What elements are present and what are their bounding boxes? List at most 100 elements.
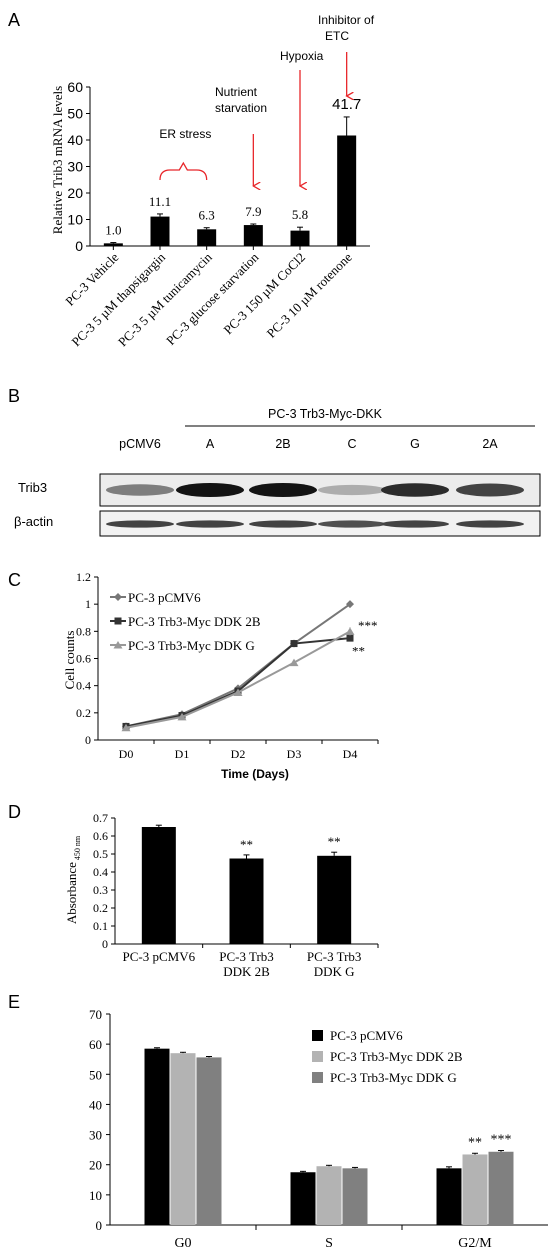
a-bar <box>150 216 170 246</box>
c-y-tick-label: 0.8 <box>76 624 91 638</box>
a-y-tick-label: 50 <box>67 106 83 122</box>
c-x-tick-label: D4 <box>343 747 358 761</box>
annotation-nutrient-starvation: Nutrient starvation <box>215 85 267 115</box>
e-y-tick-label: 20 <box>89 1158 102 1173</box>
d-bar <box>141 827 176 944</box>
c-data-point <box>346 634 354 642</box>
blot-lane-label: 2A <box>482 437 498 451</box>
annotation-etc-line: ETC <box>325 29 349 43</box>
e-y-tick-label: 0 <box>96 1218 103 1233</box>
a-data-label: 11.1 <box>149 194 171 209</box>
d-y-tick-label: 0 <box>102 937 108 951</box>
actin-band <box>318 520 386 528</box>
annotation-hypoxia: Hypoxia <box>280 49 324 63</box>
e-legend-label: PC-3 Trb3-Myc DDK G <box>330 1070 457 1085</box>
d-significance: ** <box>240 837 253 852</box>
panel-e-letter: E <box>8 992 20 1012</box>
d-y-tick-label: 0.1 <box>93 919 108 933</box>
c-legend-marker <box>113 641 123 649</box>
d-bar <box>317 855 352 944</box>
blot-lane-label: 2B <box>275 437 290 451</box>
e-bar <box>436 1168 462 1225</box>
panel-d-y-axis-label-unit: 450 nm <box>73 835 82 860</box>
panel-c-x-axis-label: Time (Days) <box>221 767 289 781</box>
e-y-tick-label: 70 <box>89 1007 102 1022</box>
a-y-tick-label: 40 <box>67 132 83 148</box>
a-category-label: PC-3 glucose starvation <box>163 249 262 348</box>
panel-c-y-axis-label: Cell counts <box>62 631 77 690</box>
blot-lane-labels: pCMV6 A 2B C G 2A <box>119 437 498 451</box>
e-legend-swatch <box>312 1051 323 1062</box>
blot-lane-label: G <box>410 437 420 451</box>
panel-d-letter: D <box>8 802 21 822</box>
d-y-tick-label: 0.4 <box>93 865 108 879</box>
actin-band <box>456 520 524 528</box>
actin-band <box>249 520 317 528</box>
blot-lane-label: pCMV6 <box>119 437 161 451</box>
blot-row-label-actin: β-actin <box>14 514 53 529</box>
trib3-band <box>249 483 317 497</box>
c-x-tick-label: D1 <box>175 747 190 761</box>
annotation-starvation-line: starvation <box>215 101 267 115</box>
a-category-label: PC-3 10 µM rotenone <box>264 249 355 340</box>
a-y-tick-label: 20 <box>67 185 83 201</box>
blot-row-label-trib3: Trib3 <box>18 480 47 495</box>
c-data-point <box>177 712 187 721</box>
a-data-label: 7.9 <box>245 204 261 219</box>
actin-band <box>176 520 244 528</box>
panel-c-plot: 0 0.2 0.4 0.6 0.8 1 1.2 D0 D1 D2 D3 D4 PC-3 pCMV6 PC-… <box>76 570 379 761</box>
panel-b-letter: B <box>8 386 20 406</box>
e-y-tick-label: 40 <box>89 1097 102 1112</box>
panel-a-letter: A <box>8 10 20 30</box>
d-y-tick-label: 0.2 <box>93 901 108 915</box>
blot-group-label: PC-3 Trb3-Myc-DKK <box>268 407 383 421</box>
c-legend-label: PC-3 Trb3-Myc DDK 2B <box>128 614 261 629</box>
annotation-er-stress: ER stress <box>159 127 211 141</box>
e-bar <box>462 1154 488 1225</box>
a-bar <box>337 135 357 246</box>
c-significance: ** <box>352 643 365 658</box>
trib3-band <box>106 484 174 496</box>
c-significance: *** <box>358 618 378 633</box>
c-data-point <box>346 600 354 609</box>
a-data-label: 5.8 <box>292 207 308 222</box>
c-data-point <box>233 688 243 696</box>
panel-a: A Relative Trib3 mRNA levels 0 10 20 30 40 50… <box>8 10 375 349</box>
c-legend-marker <box>114 617 122 625</box>
c-y-tick-label: 1.2 <box>76 570 91 584</box>
e-bar <box>342 1168 368 1225</box>
actin-band <box>381 520 449 528</box>
panel-c: C Cell counts Time (Days) 0 0.2 0.4 0.6 0.8 1… <box>8 570 379 781</box>
c-y-tick-label: 0.4 <box>76 679 91 693</box>
c-x-tick-label: D3 <box>287 747 302 761</box>
blot-lane-label: A <box>206 437 215 451</box>
blot-bands <box>106 483 524 528</box>
e-category-label: G0 <box>174 1236 191 1251</box>
a-bar <box>243 225 263 246</box>
c-data-point <box>345 627 355 635</box>
d-category-label: PC-3 pCMV6 <box>123 949 196 964</box>
d-y-tick-label: 0.5 <box>93 847 108 861</box>
d-y-tick-label: 0.6 <box>93 829 108 843</box>
a-y-tick-label: 10 <box>67 212 83 228</box>
panel-d-y-axis-label: Absorbance 450 nm <box>64 835 82 924</box>
e-category-label: G2/M <box>458 1236 492 1251</box>
panel-d-plot: 0 0.1 0.2 0.3 0.4 0.5 0.6 0.7 PC-3 pCMV6 ** PC-3 T… <box>93 811 379 979</box>
trib3-band <box>318 484 386 496</box>
a-data-label: 41.7 <box>332 96 361 113</box>
d-category-label: DDK 2B <box>223 964 270 979</box>
e-category-label: S <box>325 1236 333 1251</box>
a-y-tick-label: 0 <box>75 238 83 254</box>
c-y-tick-label: 1 <box>85 597 91 611</box>
panel-c-letter: C <box>8 570 21 590</box>
e-legend-label: PC-3 Trb3-Myc DDK 2B <box>330 1049 463 1064</box>
e-significance: *** <box>491 1133 512 1148</box>
c-legend-label: PC-3 pCMV6 <box>128 590 201 605</box>
e-bar <box>488 1151 514 1225</box>
d-bar <box>229 858 264 944</box>
trib3-band <box>381 483 449 497</box>
c-y-tick-label: 0.2 <box>76 706 91 720</box>
e-bar <box>170 1053 196 1225</box>
panel-b: B PC-3 Trb3-Myc-DKK pCMV6 A 2B C G 2A Trib3 β… <box>8 386 541 537</box>
